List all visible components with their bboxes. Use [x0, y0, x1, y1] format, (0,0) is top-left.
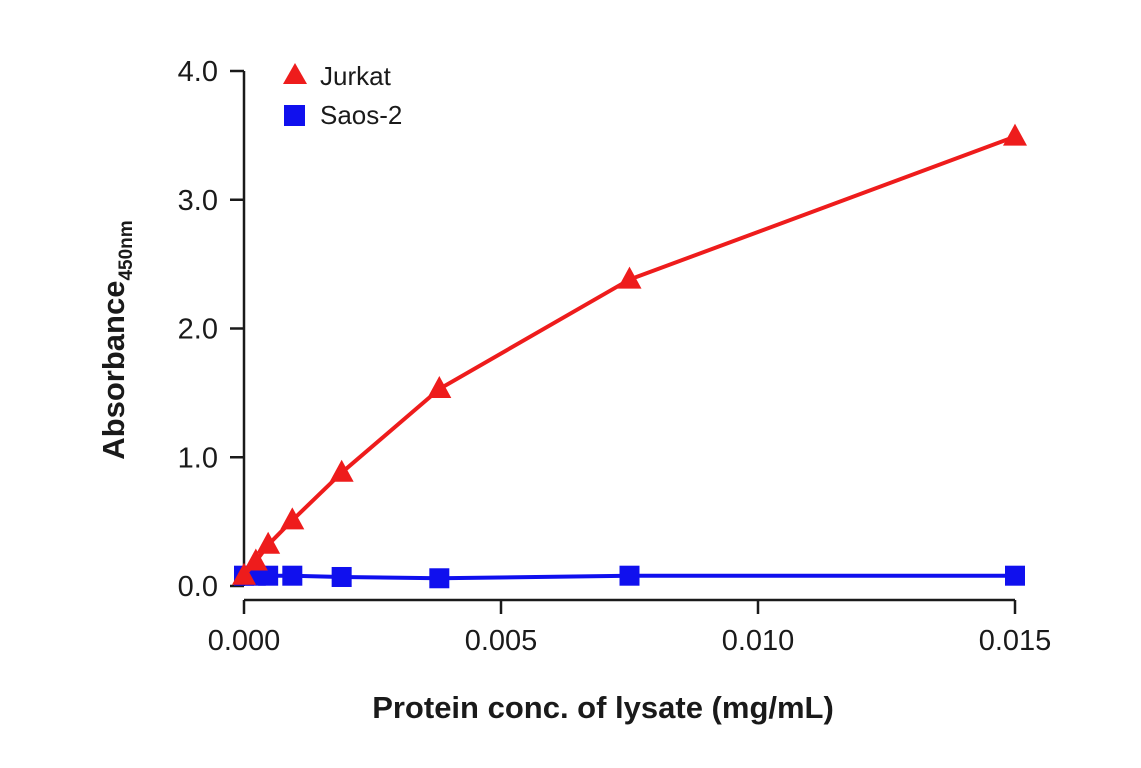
- data-point-jurkat: [232, 562, 256, 585]
- legend-label-jurkat: Jurkat: [320, 61, 392, 91]
- y-tick-label: 0.0: [178, 571, 218, 603]
- data-point-jurkat: [427, 376, 452, 399]
- x-axis-title: Protein conc. of lysate (mg/mL): [372, 690, 834, 725]
- x-tick-label: 0.000: [208, 625, 281, 657]
- series-saos-2: [234, 565, 1025, 589]
- y-tick-label: 1.0: [178, 442, 218, 474]
- x-tick-label: 0.015: [979, 625, 1052, 657]
- series-jurkat: [232, 123, 1027, 585]
- data-point-jurkat: [329, 459, 354, 482]
- data-point-saos-2: [282, 565, 303, 586]
- y-ticks: 0.0 1.0 2.0 3.0 4.0: [178, 56, 244, 603]
- data-point-jurkat: [243, 548, 268, 571]
- y-tick-label: 2.0: [178, 314, 218, 346]
- legend-label-saos-2: Saos-2: [320, 100, 402, 130]
- legend-item-saos-2: Saos-2: [284, 100, 402, 130]
- legend: Jurkat Saos-2: [283, 61, 402, 130]
- data-point-jurkat: [1003, 123, 1027, 146]
- x-ticks: 0.000 0.005 0.010 0.015: [208, 600, 1052, 657]
- y-axis-title-subscript: 450nm: [116, 220, 137, 280]
- legend-item-jurkat: Jurkat: [283, 61, 392, 91]
- data-point-saos-2: [331, 566, 352, 587]
- data-point-jurkat: [617, 266, 642, 289]
- data-point-jurkat: [256, 531, 281, 554]
- x-tick-label: 0.005: [465, 625, 538, 657]
- series-line-jurkat: [242, 134, 1016, 577]
- data-point-saos-2: [619, 565, 640, 586]
- data-point-saos-2: [429, 568, 450, 589]
- x-tick-label: 0.010: [722, 625, 795, 657]
- data-point-saos-2: [1005, 565, 1025, 586]
- y-tick-label: 4.0: [178, 56, 218, 88]
- y-axis: 0.0 1.0 2.0 3.0 4.0: [178, 56, 246, 603]
- y-tick-label: 3.0: [178, 185, 218, 217]
- legend-marker-jurkat: [283, 63, 307, 84]
- y-axis-title-main: Absorbance: [96, 281, 131, 460]
- y-axis-title: Absorbance450nm: [96, 220, 137, 459]
- x-axis: 0.000 0.005 0.010 0.015: [208, 598, 1052, 657]
- data-point-saos-2: [258, 565, 279, 586]
- series-layer: [232, 123, 1027, 589]
- data-point-jurkat: [280, 507, 305, 530]
- legend-marker-saos-2: [284, 105, 305, 126]
